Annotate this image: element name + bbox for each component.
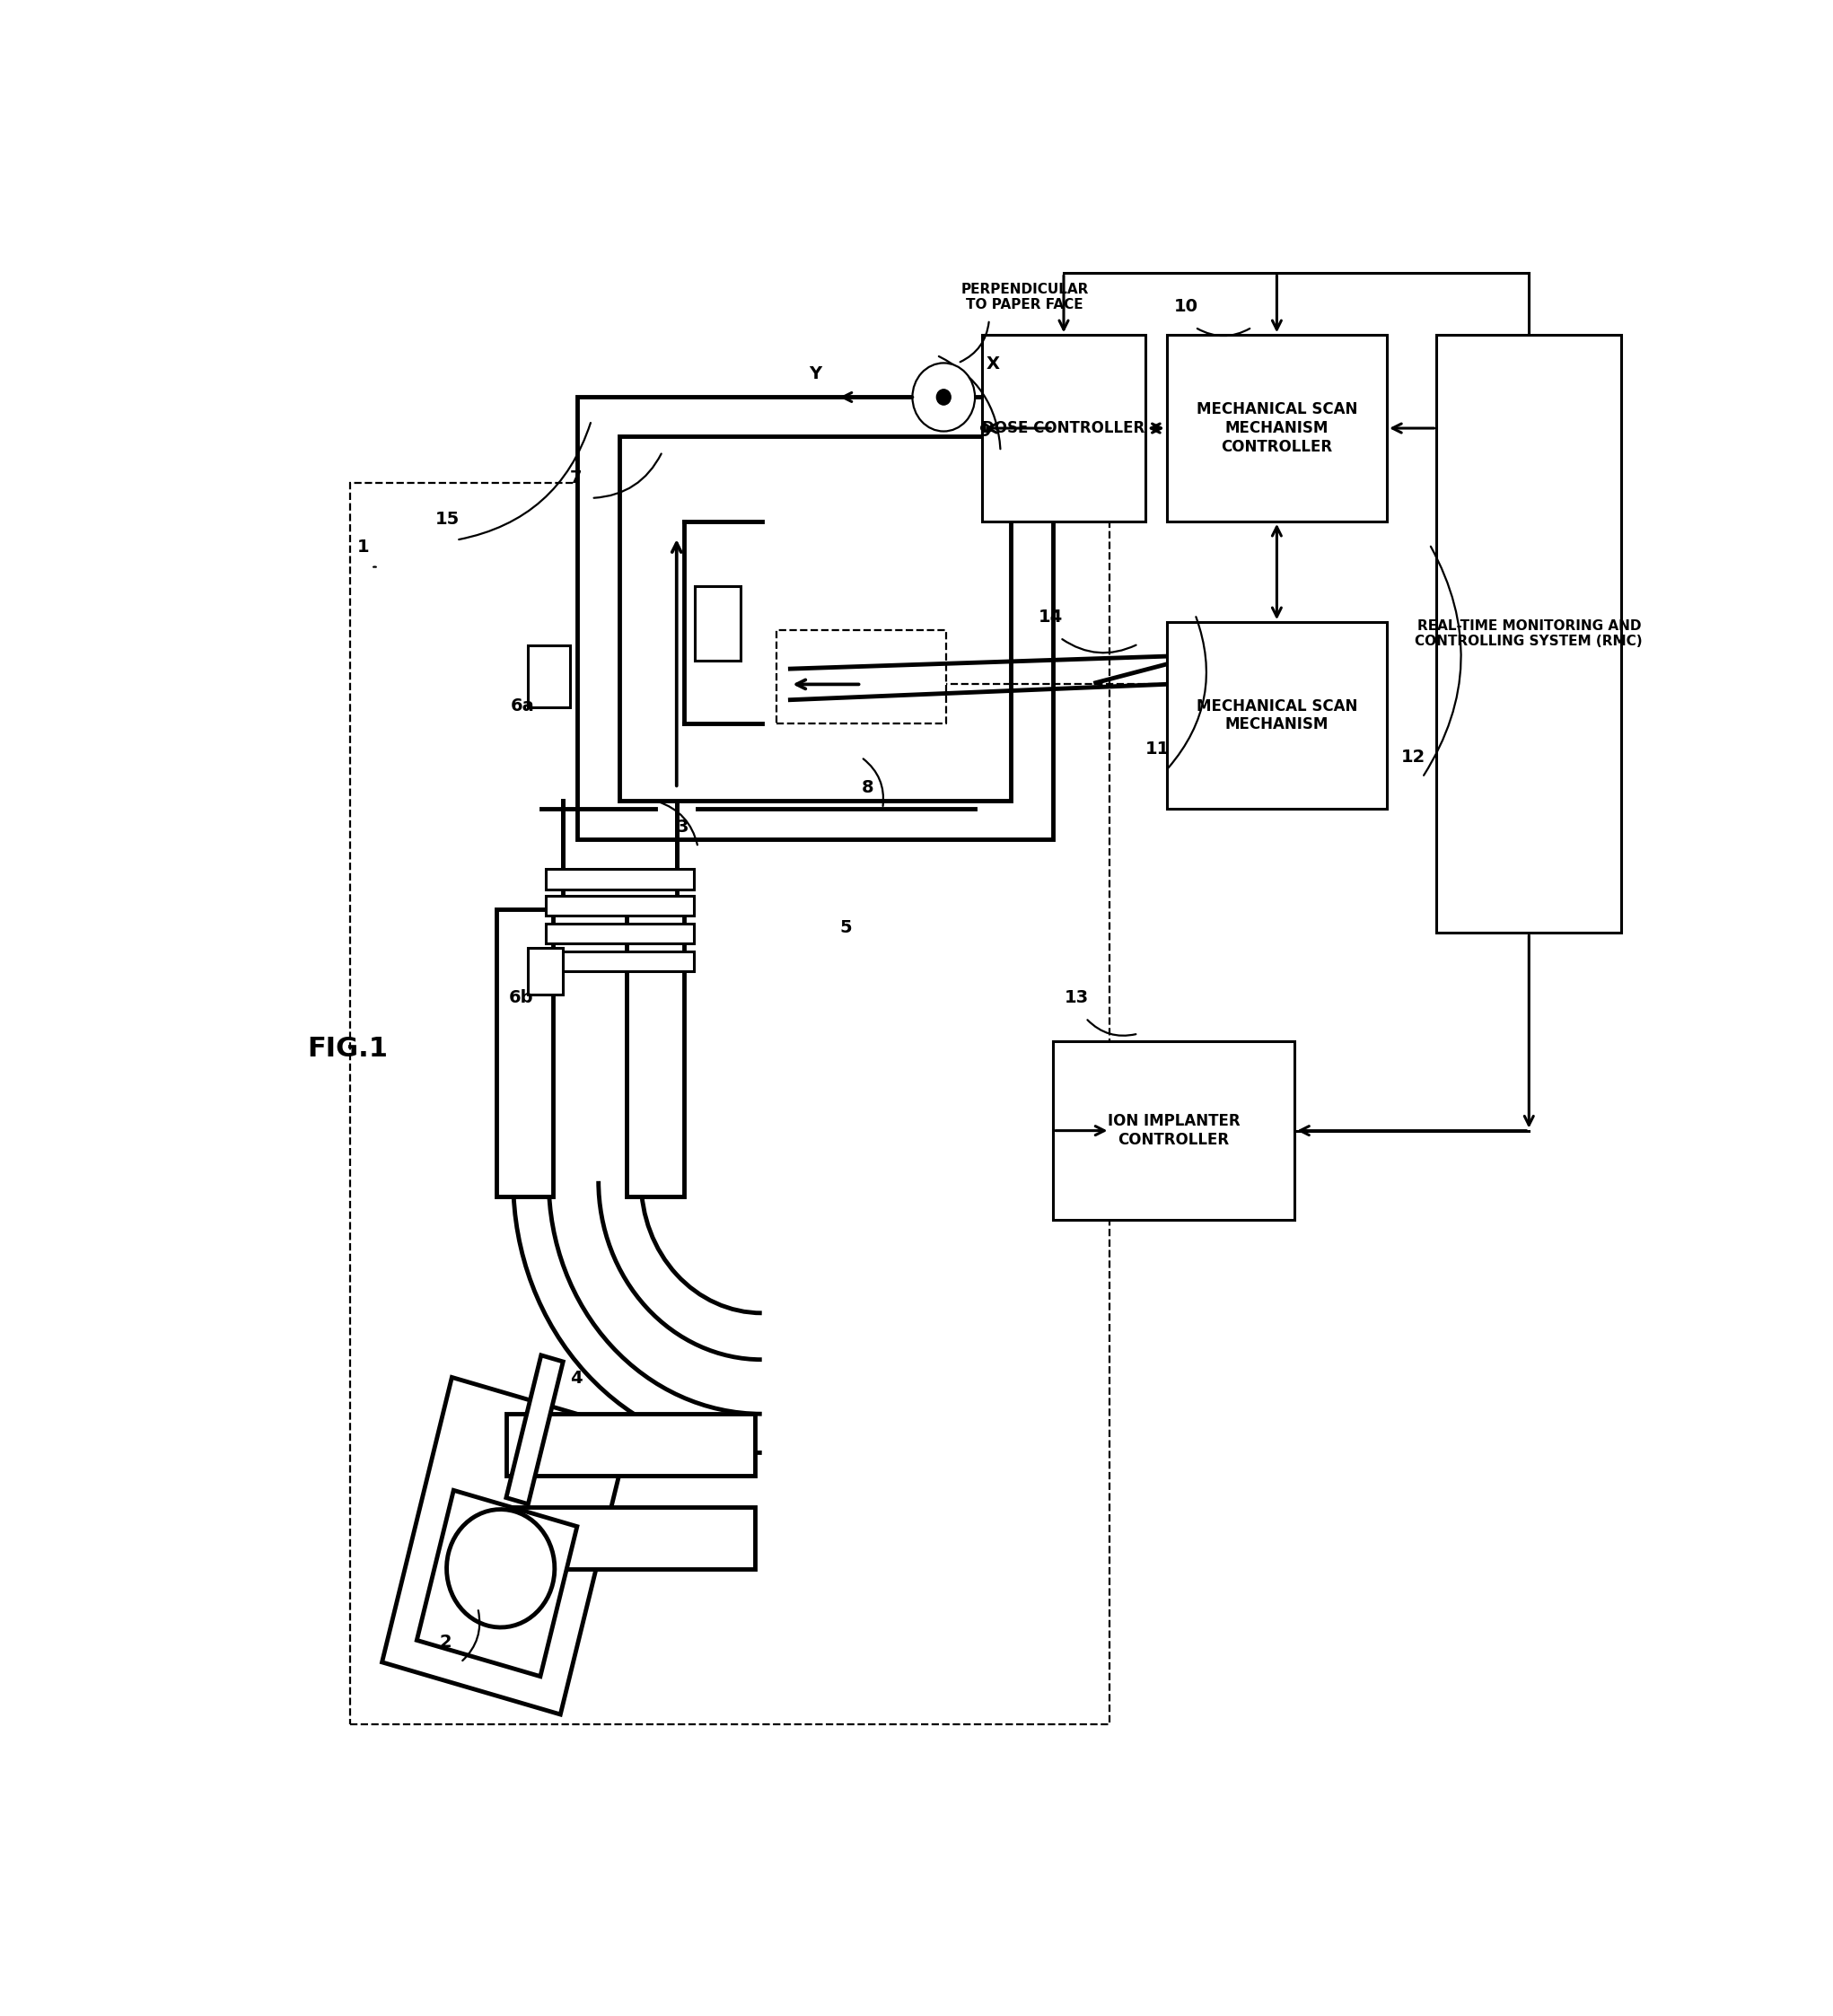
Bar [506, 1508, 755, 1568]
Text: 4: 4 [570, 1369, 583, 1387]
Text: 6b: 6b [510, 990, 533, 1006]
Bar [546, 923, 693, 943]
Text: 13: 13 [1065, 990, 1089, 1006]
Circle shape [937, 389, 951, 405]
Bar [546, 869, 693, 889]
Text: DOSE CONTROLLER: DOSE CONTROLLER [982, 419, 1146, 435]
Text: REAL-TIME MONITORING AND
CONTROLLING SYSTEM (RMC): REAL-TIME MONITORING AND CONTROLLING SYS… [1415, 619, 1642, 649]
Text: MECHANICAL SCAN
MECHANISM
CONTROLLER: MECHANICAL SCAN MECHANISM CONTROLLER [1197, 401, 1356, 456]
Text: FIG.1: FIG.1 [308, 1036, 389, 1062]
Text: PERPENDICULAR
TO PAPER FACE: PERPENDICULAR TO PAPER FACE [960, 282, 1089, 312]
Text: 6a: 6a [510, 698, 535, 714]
Text: 12: 12 [1400, 748, 1426, 766]
Bar [528, 645, 570, 708]
Bar [506, 1355, 563, 1504]
Text: 10: 10 [1173, 298, 1199, 314]
Text: 11: 11 [1146, 740, 1169, 758]
Bar [627, 909, 684, 1198]
Text: ION IMPLANTER
CONTROLLER: ION IMPLANTER CONTROLLER [1107, 1113, 1241, 1147]
Text: 1: 1 [357, 538, 368, 556]
Text: Y: Y [808, 365, 821, 383]
Text: 15: 15 [434, 510, 460, 528]
Text: 8: 8 [862, 780, 874, 796]
Bar [695, 587, 741, 661]
Circle shape [913, 363, 975, 431]
Bar [546, 895, 693, 915]
Text: 5: 5 [840, 919, 852, 935]
Text: MECHANICAL SCAN
MECHANISM: MECHANICAL SCAN MECHANISM [1197, 698, 1356, 732]
Text: 2: 2 [440, 1633, 451, 1651]
Bar [506, 1413, 755, 1476]
Bar [1437, 335, 1620, 933]
Circle shape [447, 1510, 555, 1627]
Bar [1166, 623, 1388, 808]
Bar [497, 909, 554, 1198]
Bar [620, 435, 1010, 800]
Bar [416, 1490, 577, 1677]
Bar [350, 482, 1111, 1724]
Bar [1166, 335, 1388, 522]
Text: X: X [986, 355, 999, 373]
Text: 14: 14 [1039, 609, 1063, 625]
Bar [546, 952, 693, 972]
Bar [381, 1377, 631, 1714]
Bar [982, 335, 1146, 522]
Bar [577, 397, 1054, 839]
Text: 7: 7 [570, 470, 583, 486]
Bar [1052, 1042, 1294, 1220]
Text: 3: 3 [676, 818, 689, 835]
Bar [528, 948, 563, 994]
Text: 9: 9 [979, 423, 992, 439]
